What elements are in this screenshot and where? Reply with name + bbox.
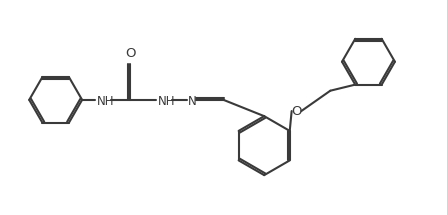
Text: NH: NH: [157, 95, 175, 108]
Text: NH: NH: [97, 95, 115, 108]
Text: N: N: [188, 95, 197, 108]
Text: O: O: [291, 104, 301, 118]
Text: O: O: [125, 47, 136, 60]
